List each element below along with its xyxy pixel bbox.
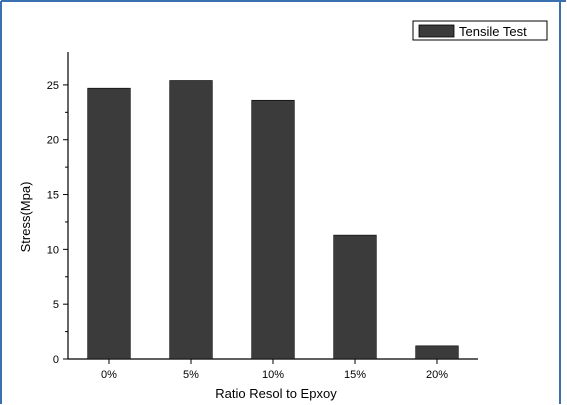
plot-area: 0 5 10 15 20 25 0% 5% 10% 15% 20% [47, 52, 478, 381]
x-tick-label: 0% [101, 369, 117, 381]
legend-label: Tensile Test [459, 24, 527, 39]
bar [169, 80, 213, 360]
y-tick-label: 5 [53, 299, 59, 311]
y-tick-label: 0 [53, 354, 59, 366]
x-axis-title: Ratio Resol to Epxoy [215, 386, 337, 401]
bar [415, 345, 459, 360]
y-tick-label: 10 [47, 244, 59, 256]
bar [333, 234, 377, 360]
x-tick-label: 10% [262, 369, 284, 381]
bars [87, 80, 459, 360]
x-tick-label: 15% [344, 369, 366, 381]
y-tick-label: 25 [47, 80, 59, 92]
bar [251, 99, 295, 360]
y-ticks: 0 5 10 15 20 25 [47, 80, 68, 366]
x-tick-label: 5% [183, 369, 199, 381]
y-tick-label: 15 [47, 190, 59, 202]
y-axis-title: Stress(Mpa) [18, 182, 33, 253]
x-ticks: 0% 5% 10% 15% 20% [101, 359, 448, 381]
y-tick-label: 20 [47, 135, 59, 147]
legend-swatch [418, 24, 455, 38]
bar [87, 87, 131, 360]
x-tick-label: 20% [426, 369, 448, 381]
legend: Tensile Test [412, 20, 548, 41]
